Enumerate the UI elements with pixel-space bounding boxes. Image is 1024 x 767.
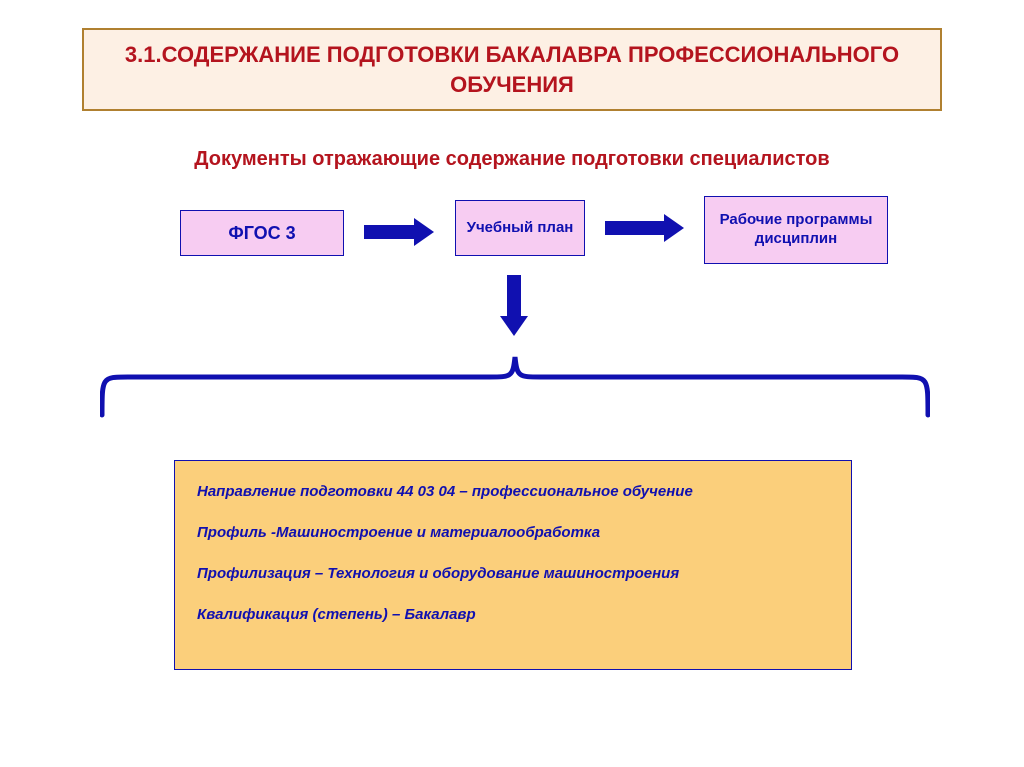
detail-line-1: Профиль -Машиностроение и материалообраб…: [197, 524, 829, 541]
detail-box: Направление подготовки 44 03 04 – профес…: [174, 460, 852, 670]
detail-line-3: Квалификация (степень) – Бакалавр: [197, 606, 829, 623]
detail-line-0: Направление подготовки 44 03 04 – профес…: [197, 483, 829, 500]
detail-line-2: Профилизация – Технология и оборудование…: [197, 565, 829, 582]
arrow: [364, 218, 434, 246]
arrow: [605, 214, 684, 242]
curly-brace: [100, 355, 930, 425]
arrow: [500, 275, 528, 336]
